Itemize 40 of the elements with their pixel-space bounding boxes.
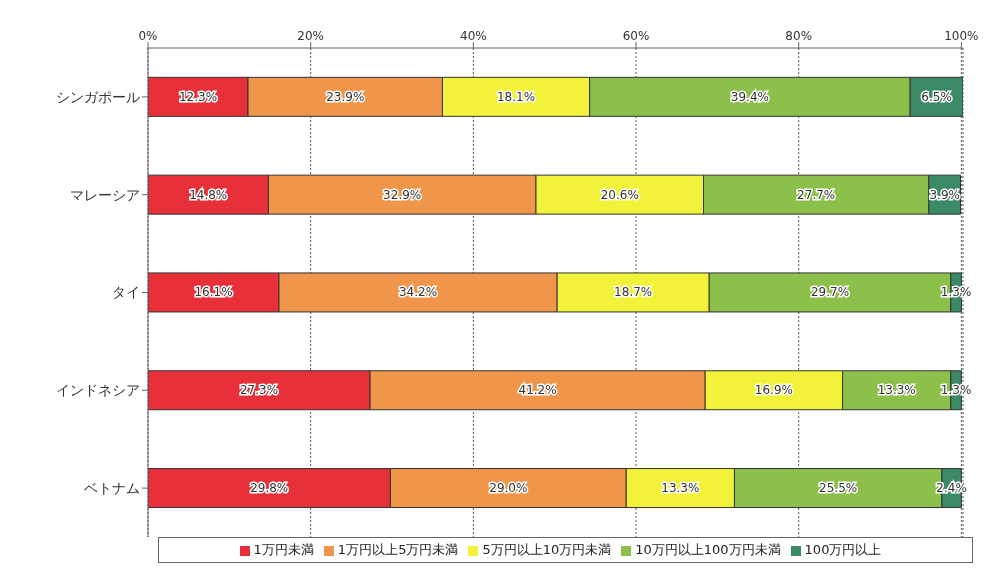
data-label: 12.3% <box>178 89 218 104</box>
data-label: 27.3% <box>239 383 279 398</box>
data-label: 3.9% <box>929 187 960 202</box>
y-tick-label: マレーシア <box>70 186 140 203</box>
data-label: 23.9% <box>326 89 365 104</box>
legend-label: 1万円未満 <box>253 542 314 557</box>
data-label: 34.2% <box>398 285 438 300</box>
y-tick-label: タイ <box>112 284 140 301</box>
data-label: 1.3% <box>940 383 972 398</box>
y-tick-label: シンガポール <box>56 88 140 105</box>
legend-label: 5万円以上10万円未満 <box>482 542 612 557</box>
data-label: 13.3% <box>661 481 700 496</box>
data-label: 18.1% <box>496 89 536 104</box>
legend-label: 100万円以上 <box>804 542 882 557</box>
data-label: 29.0% <box>489 481 528 496</box>
y-tick-label: インドネシア <box>56 382 140 399</box>
data-label: 29.8% <box>250 481 289 496</box>
data-label: 16.1% <box>194 285 233 300</box>
data-label: 14.8% <box>189 187 228 202</box>
data-label: 20.6% <box>600 187 639 202</box>
x-tick-label: 20% <box>297 29 325 43</box>
data-label: 41.2% <box>518 383 557 398</box>
data-label: 27.7% <box>797 187 836 202</box>
data-label: 32.9% <box>383 187 422 202</box>
x-tick-label: 80% <box>785 29 813 43</box>
data-label: 18.7% <box>614 285 653 300</box>
legend-label: 10万円以上100万円未満 <box>635 542 781 557</box>
y-tick-label: ベトナム <box>84 480 140 497</box>
x-tick-label: 40% <box>460 29 487 43</box>
x-tick-label: 60% <box>622 29 650 43</box>
data-label: 1.3% <box>940 285 972 300</box>
data-label: 39.4% <box>730 89 769 104</box>
data-label: 16.9% <box>754 383 793 398</box>
data-label: 29.7% <box>810 285 850 300</box>
x-tick-label: 0% <box>138 29 158 43</box>
data-label: 13.3% <box>877 383 916 398</box>
x-tick-label: 100% <box>944 29 979 43</box>
data-label: 25.5% <box>819 481 858 496</box>
data-label: 6.5% <box>921 89 952 104</box>
legend-label: 1万円以上5万円未満 <box>337 542 459 557</box>
